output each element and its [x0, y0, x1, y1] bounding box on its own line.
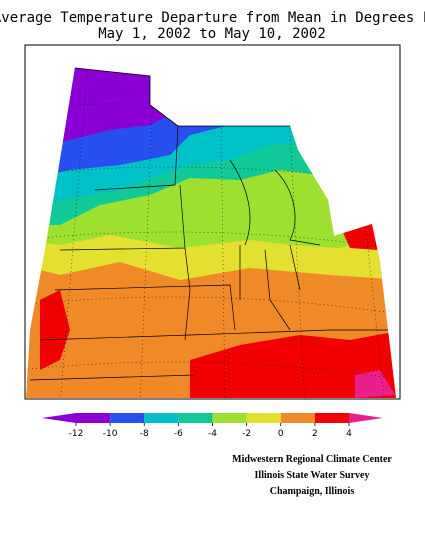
- legend-swatch: [110, 413, 145, 423]
- title-line: Average Temperature Departure from Mean …: [0, 10, 425, 26]
- legend-tick-label: 0: [278, 429, 284, 439]
- legend-tick-label: 4: [346, 429, 352, 439]
- legend-swatch: [246, 413, 281, 423]
- map-outline: [74, 67, 290, 127]
- map: [26, 68, 396, 398]
- credit-line: Midwestern Regional Climate Center: [232, 454, 392, 465]
- legend-swatch: [76, 413, 111, 423]
- credit-line: Illinois State Water Survey: [255, 470, 370, 481]
- legend-swatch: [41, 413, 76, 423]
- legend-swatch: [212, 413, 247, 423]
- legend-tick-label: -6: [174, 429, 183, 439]
- legend-tick-label: -2: [242, 429, 251, 439]
- title-line: May 1, 2002 to May 10, 2002: [98, 26, 326, 42]
- legend: -12 -10 -8 -6 -4 -2 0 2 4: [41, 413, 384, 439]
- legend-swatch: [349, 413, 384, 423]
- credit-line: Champaign, Illinois: [270, 486, 355, 497]
- legend-swatch: [280, 413, 315, 423]
- legend-tick-label: -12: [69, 429, 84, 439]
- legend-swatch: [178, 413, 213, 423]
- map-frame: [24, 44, 401, 400]
- legend-tick-label: -10: [103, 429, 118, 439]
- legend-swatch: [314, 413, 349, 423]
- legend-tick-label: 2: [312, 429, 318, 439]
- legend-tick-label: -8: [140, 429, 149, 439]
- legend-swatch: [144, 413, 179, 423]
- legend-tick-label: -4: [208, 429, 217, 439]
